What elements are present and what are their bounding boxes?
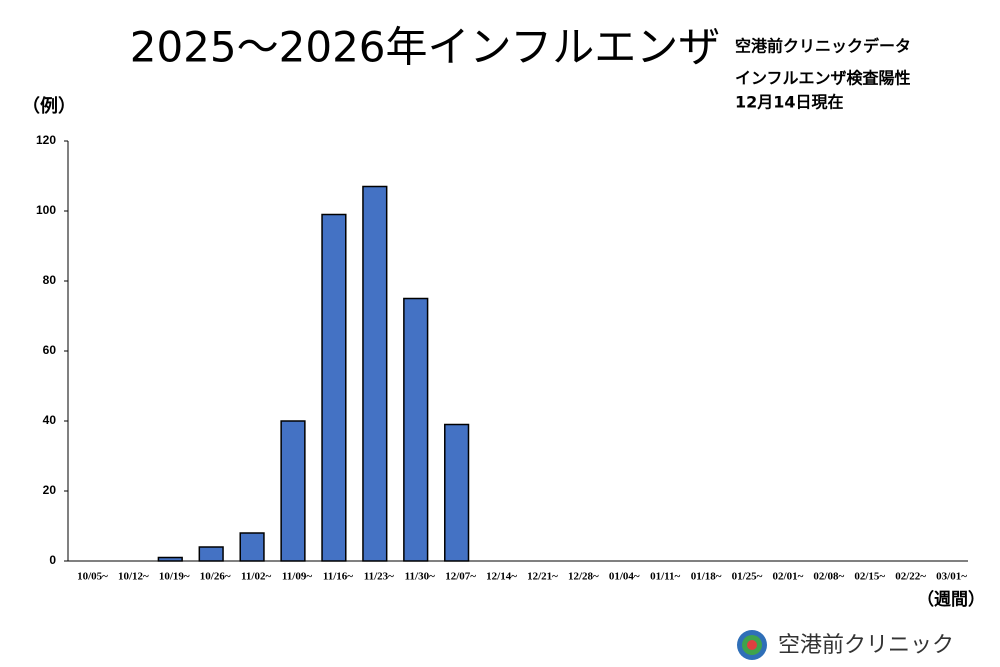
x-tick-label: 02/08~ — [813, 571, 844, 583]
x-tick-label: 02/01~ — [773, 571, 804, 583]
subtitle: 空港前クリニックデータ — [735, 37, 911, 56]
y-tick-label: 80 — [43, 273, 57, 287]
footer-text: 空港前クリニック — [778, 633, 954, 658]
y-tick-label: 100 — [36, 203, 56, 217]
x-tick-label: 10/19~ — [159, 571, 190, 583]
bar — [362, 185, 388, 562]
x-tick-label: 01/25~ — [732, 571, 763, 583]
subtitle: 12月14日現在 — [735, 93, 844, 112]
y-tick-label: 40 — [43, 413, 57, 427]
x-tick-label: 03/01~ — [936, 571, 967, 583]
bar — [321, 213, 347, 562]
x-tick-label: 10/26~ — [200, 571, 231, 583]
bar — [198, 546, 224, 562]
logo — [737, 630, 767, 660]
bar — [444, 423, 470, 562]
x-axis-label: （週間） — [917, 589, 985, 610]
x-tick-label: 11/23~ — [364, 571, 394, 583]
x-tick-label: 11/09~ — [282, 571, 312, 583]
chart-title: 2025～2026年インフルエンザ — [130, 23, 721, 72]
x-tick-label: 01/11~ — [650, 571, 680, 583]
x-tick-label: 01/04~ — [609, 571, 640, 583]
x-tick-label: 02/22~ — [895, 571, 926, 583]
bar — [280, 420, 306, 562]
x-tick-label: 12/07~ — [445, 571, 476, 583]
x-tick-label: 10/12~ — [118, 571, 149, 583]
y-tick-label: 20 — [43, 483, 57, 497]
y-tick-label: 60 — [43, 343, 57, 357]
bar — [239, 532, 265, 562]
bar — [403, 297, 429, 562]
y-axis-label: （例） — [22, 95, 76, 117]
bar — [157, 556, 183, 562]
x-tick-label: 11/30~ — [405, 571, 435, 583]
x-tick-label: 12/21~ — [527, 571, 558, 583]
y-tick-label: 120 — [36, 133, 56, 147]
x-tick-label: 11/02~ — [241, 571, 271, 583]
x-tick-label: 12/28~ — [568, 571, 599, 583]
x-tick-label: 01/18~ — [691, 571, 722, 583]
x-tick-label: 10/05~ — [77, 571, 108, 583]
y-tick-label: 0 — [49, 553, 56, 567]
x-tick-label: 11/16~ — [323, 571, 353, 583]
x-tick-label: 12/14~ — [486, 571, 517, 583]
x-tick-label: 02/15~ — [854, 571, 885, 583]
subtitle: インフルエンザ検査陽性 — [735, 69, 911, 88]
